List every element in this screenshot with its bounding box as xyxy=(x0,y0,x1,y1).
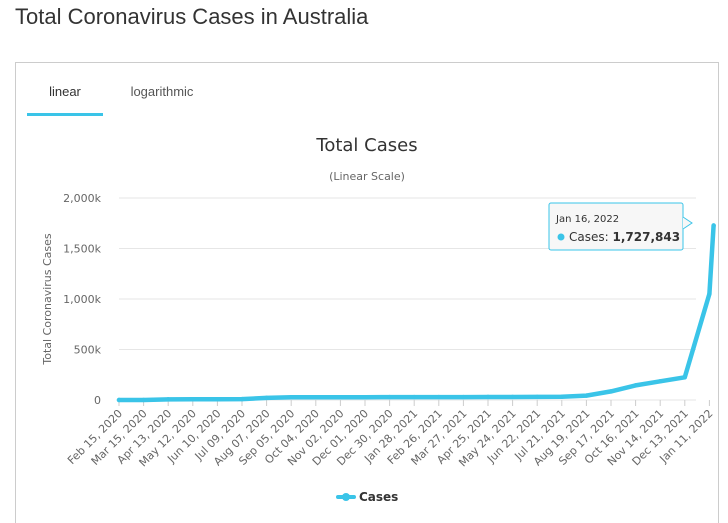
data-point[interactable] xyxy=(510,394,515,400)
tooltip-series-label: Cases: xyxy=(569,230,612,244)
data-point[interactable] xyxy=(313,395,318,400)
data-point[interactable] xyxy=(412,394,417,400)
chart-title: Total Cases xyxy=(315,135,417,156)
data-point[interactable] xyxy=(707,291,712,297)
tooltip-pointer xyxy=(682,216,693,230)
legend-label[interactable]: Cases xyxy=(359,490,398,504)
data-point[interactable] xyxy=(289,395,294,400)
data-point[interactable] xyxy=(264,395,269,401)
data-point[interactable] xyxy=(116,397,122,403)
tooltip-marker xyxy=(557,233,565,241)
data-point[interactable] xyxy=(658,379,663,384)
legend-marker-icon xyxy=(342,493,350,501)
data-point[interactable] xyxy=(608,389,614,394)
series-layer xyxy=(116,223,716,403)
data-point[interactable] xyxy=(559,394,564,399)
data-point[interactable] xyxy=(387,394,392,400)
data-point[interactable] xyxy=(682,375,687,380)
chart-svg: Total Cases (Linear Scale) Total Coronav… xyxy=(41,135,716,504)
data-point[interactable] xyxy=(584,393,589,398)
y-tick-label: 500k xyxy=(74,344,102,357)
tab-logarithmic[interactable]: logarithmic xyxy=(130,84,194,99)
tooltip-text: Cases: 1,727,843 xyxy=(569,230,680,244)
y-tick-label: 0 xyxy=(94,394,101,407)
tooltip-value: 1,727,843 xyxy=(612,230,680,244)
page-title: Total Coronavirus Cases in Australia xyxy=(15,4,369,29)
legend[interactable]: Cases xyxy=(336,490,398,504)
data-point[interactable] xyxy=(141,397,146,403)
y-axis-title: Total Coronavirus Cases xyxy=(41,233,54,366)
data-point[interactable] xyxy=(215,397,220,402)
tooltip-date: Jan 16, 2022 xyxy=(555,214,619,225)
chart-subtitle: (Linear Scale) xyxy=(329,170,405,183)
data-point[interactable] xyxy=(535,394,540,400)
y-tick-label: 2,000k xyxy=(63,192,101,205)
series-line-cases[interactable] xyxy=(116,223,716,403)
data-point[interactable] xyxy=(633,383,638,388)
data-point[interactable] xyxy=(461,394,466,400)
data-point[interactable] xyxy=(436,394,441,400)
data-point[interactable] xyxy=(239,396,245,402)
data-point[interactable] xyxy=(338,395,343,400)
data-point[interactable] xyxy=(362,394,368,400)
y-tick-label: 1,500k xyxy=(63,243,101,256)
tooltip: Jan 16, 2022 Cases: 1,727,843 xyxy=(548,202,693,251)
tab-linear[interactable]: linear xyxy=(27,77,103,116)
chart-panel: linear logarithmic Total Cases (Linear S… xyxy=(15,62,719,523)
data-point-last[interactable] xyxy=(711,223,716,228)
data-point[interactable] xyxy=(190,397,195,402)
data-point[interactable] xyxy=(485,394,491,400)
y-axis-ticks: 0 500k 1,000k 1,500k 2,000k xyxy=(63,192,101,407)
data-point[interactable] xyxy=(166,397,171,402)
y-tick-label: 1,000k xyxy=(63,293,101,306)
